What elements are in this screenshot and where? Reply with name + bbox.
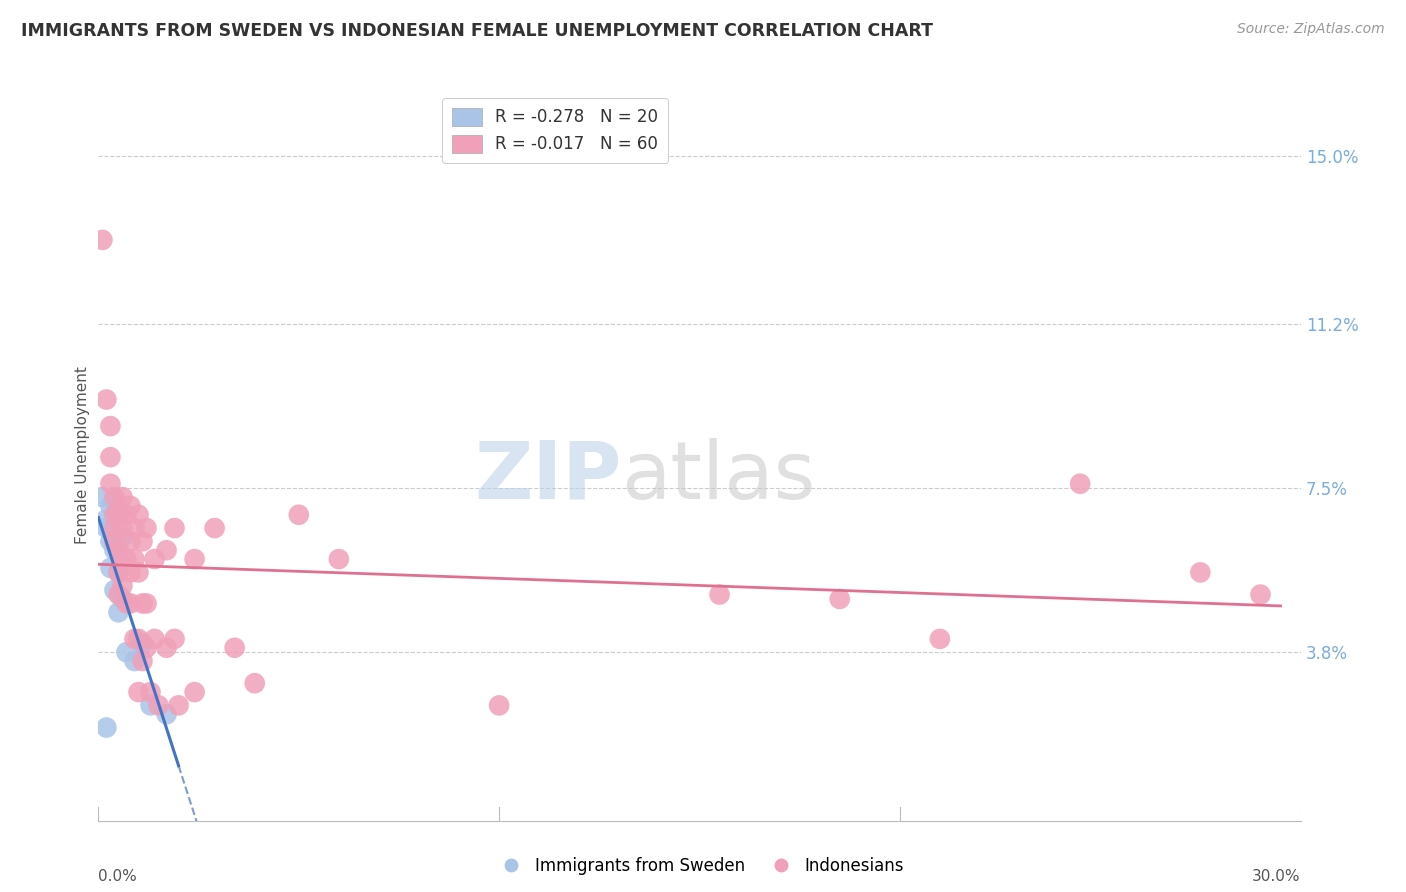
Point (143, 632, 166, 646)
Point (120, 566, 142, 580)
Point (163, 521, 186, 535)
Point (103, 490, 125, 504)
Point (131, 596, 153, 610)
Point (96, 721, 118, 735)
Point (115, 552, 138, 566)
Point (100, 419, 122, 434)
Point (91, 233, 114, 247)
Point (124, 654, 146, 668)
Point (111, 530, 134, 544)
Point (167, 698, 190, 713)
Point (103, 583, 125, 598)
Point (100, 534, 122, 549)
Point (135, 521, 157, 535)
Point (131, 534, 153, 549)
Point (163, 632, 186, 646)
Point (115, 508, 138, 522)
Point (120, 534, 142, 549)
Text: ZIP: ZIP (474, 438, 621, 516)
Point (107, 605, 129, 619)
Point (135, 640, 157, 655)
Point (103, 494, 125, 508)
Point (103, 521, 125, 535)
Point (128, 566, 150, 580)
Point (107, 508, 129, 522)
Point (124, 552, 146, 566)
Point (91, 490, 114, 504)
Point (107, 566, 129, 580)
Point (155, 640, 177, 655)
Text: IMMIGRANTS FROM SWEDEN VS INDONESIAN FEMALE UNEMPLOYMENT CORRELATION CHART: IMMIGRANTS FROM SWEDEN VS INDONESIAN FEM… (21, 22, 934, 40)
Point (120, 499, 142, 513)
Point (100, 476, 122, 491)
Text: atlas: atlas (621, 438, 815, 516)
Point (120, 596, 142, 610)
Point (100, 450, 122, 464)
Point (124, 521, 146, 535)
Legend: Immigrants from Sweden, Indonesians: Immigrants from Sweden, Indonesians (488, 850, 911, 882)
Point (143, 552, 166, 566)
Point (155, 543, 177, 558)
Text: 0.0%: 0.0% (98, 870, 138, 884)
Point (111, 579, 134, 593)
Point (148, 698, 170, 713)
Point (128, 685, 150, 699)
Point (96, 521, 118, 535)
Point (1250, 588, 1272, 602)
Point (111, 521, 134, 535)
Y-axis label: Female Unemployment: Female Unemployment (75, 366, 90, 544)
Point (243, 676, 266, 690)
Point (131, 654, 153, 668)
Point (155, 707, 177, 722)
Point (224, 640, 246, 655)
Point (1189, 566, 1212, 580)
Point (103, 543, 125, 558)
Text: Source: ZipAtlas.com: Source: ZipAtlas.com (1237, 22, 1385, 37)
Point (709, 588, 731, 602)
Point (128, 632, 150, 646)
Point (100, 499, 122, 513)
Point (103, 534, 125, 549)
Point (135, 596, 157, 610)
Point (183, 685, 205, 699)
Point (96, 392, 118, 407)
Point (183, 552, 205, 566)
Text: 30.0%: 30.0% (1253, 870, 1301, 884)
Point (115, 596, 138, 610)
Point (111, 592, 134, 607)
Point (1069, 476, 1091, 491)
Point (828, 592, 851, 607)
Point (111, 552, 134, 566)
Point (96, 512, 118, 526)
Point (107, 543, 129, 558)
Point (115, 645, 138, 659)
Point (107, 588, 129, 602)
Point (929, 632, 952, 646)
Point (139, 685, 162, 699)
Point (111, 490, 134, 504)
Point (488, 698, 510, 713)
Point (128, 508, 150, 522)
Point (288, 508, 311, 522)
Point (131, 636, 153, 650)
Point (204, 521, 226, 535)
Point (107, 508, 129, 522)
Point (103, 508, 125, 522)
Point (139, 698, 162, 713)
Point (100, 561, 122, 575)
Point (107, 566, 129, 580)
Point (124, 632, 146, 646)
Point (328, 552, 350, 566)
